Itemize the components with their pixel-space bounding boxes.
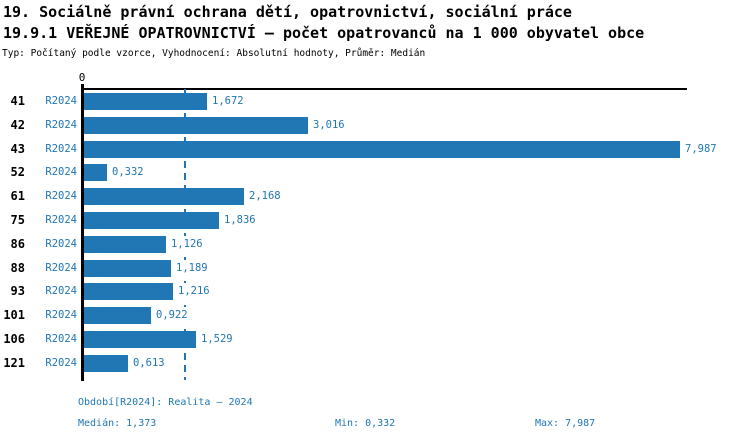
series-label: R2024 (45, 119, 77, 131)
value-label: 1,216 (177, 283, 211, 300)
chart-row: 88 R2024 1,189 (0, 260, 750, 277)
series-label: R2024 (45, 95, 77, 107)
footer-min: Min: 0,332 (335, 418, 396, 429)
value-bar (84, 283, 173, 300)
chart-row: 61 R2024 2,168 (0, 188, 750, 205)
category-label: 52 (10, 165, 25, 179)
series-label: R2024 (45, 309, 77, 321)
series-label: R2024 (45, 238, 77, 250)
chart-row: 121 R2024 0,613 (0, 355, 750, 372)
value-label: 1,126 (170, 236, 204, 253)
category-label: 101 (3, 308, 25, 322)
y-axis-line (81, 84, 84, 381)
value-bar (84, 212, 219, 229)
category-label: 121 (3, 356, 25, 370)
value-label: 1,529 (200, 331, 234, 348)
value-label: 0,922 (155, 307, 189, 324)
value-label: 3,016 (312, 117, 346, 134)
value-label: 1,836 (223, 212, 257, 229)
chart-subtitle: Typ: Počítaný podle vzorce, Vyhodnocení:… (2, 48, 426, 59)
chart-row: 52 R2024 0,332 (0, 164, 750, 181)
value-label: 1,672 (211, 93, 245, 110)
series-label: R2024 (45, 143, 77, 155)
footer-median: Medián: 1,373 (78, 418, 157, 429)
chart-row: 42 R2024 3,016 (0, 117, 750, 134)
value-label: 2,168 (248, 188, 282, 205)
value-bar (84, 307, 151, 324)
chart-row: 43 R2024 7,987 (0, 141, 750, 158)
chart-row: 86 R2024 1,126 (0, 236, 750, 253)
footer-period: Období[R2024]: Realita – 2024 (78, 397, 253, 408)
page-title-line2: 19.9.1 VEŘEJNÉ OPATROVNICTVÍ – počet opa… (3, 24, 645, 42)
series-label: R2024 (45, 190, 77, 202)
value-label: 0,613 (132, 355, 166, 372)
category-label: 41 (10, 94, 25, 108)
x-axis-zero-label: 0 (78, 71, 86, 84)
footer-max: Max: 7,987 (535, 418, 596, 429)
category-label: 43 (10, 142, 25, 156)
series-label: R2024 (45, 166, 77, 178)
series-label: R2024 (45, 285, 77, 297)
category-label: 93 (10, 284, 25, 298)
series-label: R2024 (45, 357, 77, 369)
value-bar (84, 164, 107, 181)
value-label: 0,332 (111, 164, 145, 181)
chart-row: 101 R2024 0,922 (0, 307, 750, 324)
value-bar (84, 117, 308, 134)
value-bar (84, 93, 207, 110)
page-title-line1: 19. Sociálně právní ochrana dětí, opatro… (3, 3, 572, 21)
chart-row: 41 R2024 1,672 (0, 93, 750, 110)
median-reference-line (184, 89, 186, 380)
value-bar (84, 260, 171, 277)
category-label: 61 (10, 189, 25, 203)
category-label: 75 (10, 213, 25, 227)
series-label: R2024 (45, 214, 77, 226)
series-label: R2024 (45, 262, 77, 274)
value-label: 7,987 (684, 141, 718, 158)
category-label: 86 (10, 237, 25, 251)
category-label: 42 (10, 118, 25, 132)
value-label: 1,189 (175, 260, 209, 277)
x-axis-line (82, 88, 687, 90)
value-bar (84, 141, 680, 158)
category-label: 88 (10, 261, 25, 275)
series-label: R2024 (45, 333, 77, 345)
value-bar (84, 188, 244, 205)
category-label: 106 (3, 332, 25, 346)
chart-row: 106 R2024 1,529 (0, 331, 750, 348)
chart-row: 75 R2024 1,836 (0, 212, 750, 229)
value-bar (84, 355, 128, 372)
chart-row: 93 R2024 1,216 (0, 283, 750, 300)
value-bar (84, 236, 166, 253)
value-bar (84, 331, 196, 348)
